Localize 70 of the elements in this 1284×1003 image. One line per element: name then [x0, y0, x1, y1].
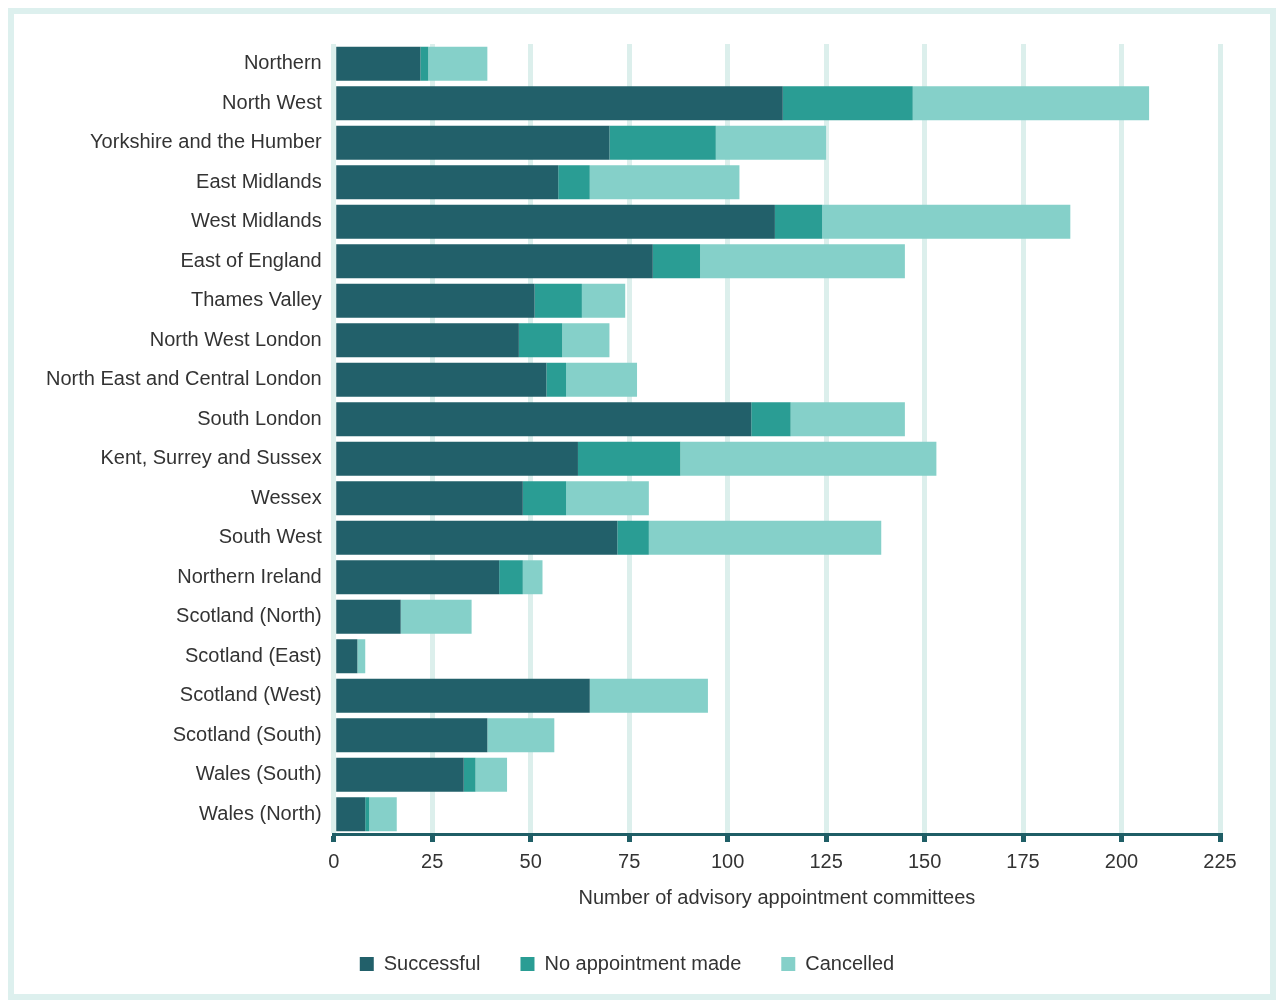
y-tick-label: Wessex: [250, 485, 322, 508]
bar: [912, 86, 1150, 121]
y-tick-label: Wales (North): [199, 801, 322, 824]
y-tick-label: Yorkshire and the Humber: [90, 130, 323, 153]
legend-label: Successful: [383, 951, 481, 974]
bar: [428, 46, 488, 81]
x-tick-label: 0: [328, 849, 340, 872]
x-axis-title: Number of advisory appointment committees: [578, 885, 976, 908]
bar: [463, 757, 476, 792]
legend-label: Cancelled: [805, 951, 895, 974]
x-tick-label: 25: [421, 849, 444, 872]
bar: [589, 678, 708, 713]
y-tick-label: North West London: [149, 327, 322, 350]
x-tick-label: 150: [907, 849, 942, 872]
bar: [400, 599, 472, 634]
bar: [617, 520, 649, 555]
y-tick-label: East of England: [180, 248, 322, 271]
y-tick-label: Scotland (North): [176, 604, 322, 627]
bar: [487, 718, 555, 753]
legend-label: No appointment made: [544, 951, 742, 974]
x-tick-label: 75: [618, 849, 641, 872]
bar: [680, 441, 937, 476]
bar: [609, 125, 716, 160]
x-tick-label: 100: [710, 849, 745, 872]
y-tick-label: Northern: [243, 51, 322, 74]
bar: [822, 204, 1071, 239]
y-tick-label: West Midlands: [190, 209, 322, 232]
x-tick-label: 175: [1006, 849, 1040, 872]
bar: [534, 283, 582, 318]
bar: [566, 481, 649, 516]
y-tick-label: Northern Ireland: [177, 564, 322, 587]
y-tick-label: Scotland (South): [172, 722, 322, 745]
bar: [420, 46, 429, 81]
y-tick-label: Scotland (West): [179, 683, 322, 706]
bar: [581, 283, 626, 318]
bar: [700, 244, 905, 279]
bar: [652, 244, 701, 279]
y-tick-label: North West: [222, 90, 323, 113]
bar: [790, 402, 905, 437]
y-tick-label: East Midlands: [196, 169, 322, 192]
bar: [369, 797, 397, 832]
bar: [589, 165, 740, 200]
y-tick-label: North East and Central London: [46, 367, 322, 390]
bar: [751, 402, 791, 437]
bar: [782, 86, 913, 121]
bar: [648, 520, 882, 555]
x-tick-label: 125: [809, 849, 843, 872]
y-tick-label: Thames Valley: [190, 288, 322, 311]
bar: [774, 204, 823, 239]
y-tick-label: Kent, Surrey and Sussex: [100, 446, 322, 469]
x-tick-label: 225: [1203, 849, 1237, 872]
bar: [558, 165, 590, 200]
bar: [365, 797, 370, 832]
y-tick-label: South West: [218, 525, 323, 548]
y-tick-label: Scotland (East): [185, 643, 322, 666]
bar: [518, 323, 563, 358]
bar: [357, 639, 366, 674]
bar: [546, 362, 567, 397]
x-tick-label: 50: [519, 849, 542, 872]
bar: [522, 481, 567, 516]
bar: [577, 441, 681, 476]
y-tick-label: South London: [197, 406, 322, 429]
bar: [562, 323, 610, 358]
bar: [499, 560, 523, 595]
bar: [715, 125, 827, 160]
bar: [522, 560, 543, 595]
bar: [475, 757, 508, 792]
y-tick-label: Wales (South): [195, 762, 322, 785]
bar: [566, 362, 638, 397]
x-tick-label: 200: [1104, 849, 1139, 872]
